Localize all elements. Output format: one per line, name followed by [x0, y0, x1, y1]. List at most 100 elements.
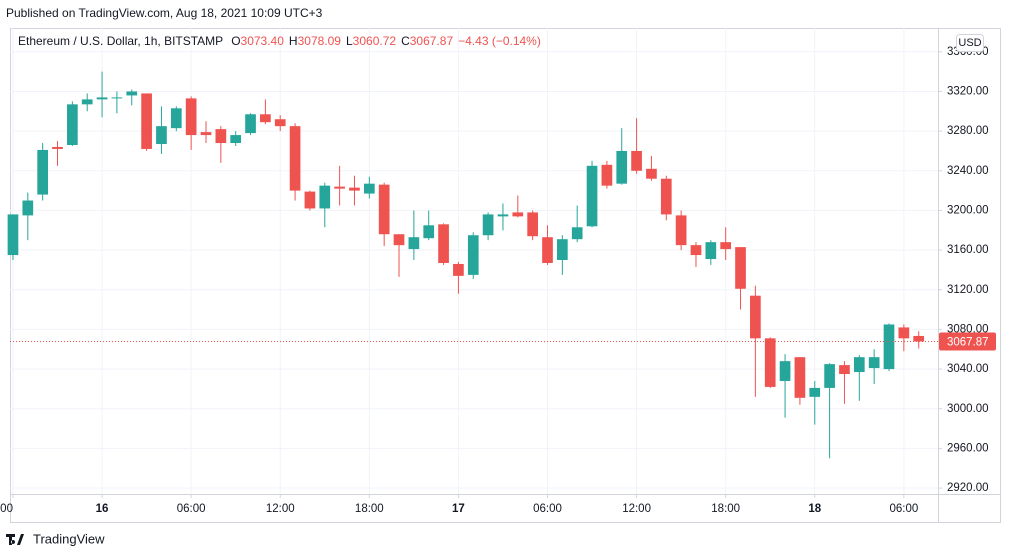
x-tick-label: 06:00	[177, 503, 206, 515]
candle-body	[527, 212, 538, 237]
x-tick-label: 17	[452, 503, 465, 515]
candle-body	[497, 214, 509, 217]
last-price-box	[939, 332, 996, 351]
candle-body	[378, 184, 390, 235]
x-tick-label: 12:00	[266, 503, 295, 515]
candle-body	[393, 234, 405, 246]
x-tick-label: 18	[808, 503, 821, 515]
candle-body	[675, 215, 687, 246]
candle-body	[304, 191, 316, 209]
candle-body	[809, 387, 821, 397]
x-tick-label: 12:00	[622, 503, 651, 515]
candle-body	[512, 212, 524, 217]
y-tick-label: 3320.00	[947, 85, 989, 97]
candle-body	[170, 108, 182, 129]
candle-body	[81, 99, 93, 105]
plot	[7, 71, 938, 459]
candle-body	[111, 97, 123, 99]
candle-body	[616, 150, 628, 184]
candle-body	[438, 224, 449, 263]
candle-body	[586, 165, 598, 227]
symbol: Ethereum / U.S. Dollar, 1h, BITSTAMP	[18, 34, 223, 48]
candle-body	[631, 150, 642, 171]
candle-body	[764, 338, 776, 387]
candle-body	[898, 327, 910, 339]
legend: Ethereum / U.S. Dollar, 1h, BITSTAMP O 30…	[18, 34, 541, 48]
candle-body	[735, 247, 746, 289]
candle-body	[22, 200, 34, 216]
candle-body	[720, 242, 732, 250]
y-tick-label: 3000.00	[947, 403, 989, 415]
candle-body	[96, 97, 108, 100]
legend-item: 3078.09	[298, 34, 342, 48]
candle-body	[349, 187, 360, 191]
candle-body	[260, 114, 271, 123]
y-tick-label: 3200.00	[947, 204, 989, 216]
candle-body	[245, 114, 256, 134]
candle-body	[408, 237, 420, 250]
candle-body	[542, 237, 553, 263]
candle-body	[571, 227, 583, 240]
candle-body	[215, 129, 227, 144]
candle-body	[37, 149, 49, 195]
candle-body	[660, 178, 672, 215]
candle-body	[334, 186, 345, 189]
candle-body	[853, 357, 865, 373]
candle-body	[52, 146, 63, 149]
candle-body	[200, 132, 212, 136]
y-tick-label: 3160.00	[947, 244, 989, 256]
currency[interactable]: USD	[958, 37, 981, 49]
candle-body	[185, 98, 197, 136]
candle-body	[7, 214, 19, 256]
candle-body	[690, 245, 702, 256]
x-tick-label: 18:00	[355, 503, 384, 515]
chart-frame	[10, 28, 1001, 523]
candle-body	[319, 185, 331, 209]
candle-body	[750, 295, 761, 339]
candle-body	[363, 183, 375, 194]
candle-body	[824, 364, 835, 388]
candle-body	[779, 361, 791, 381]
last-price-label: 3067.87	[947, 336, 989, 348]
candle-body	[274, 119, 286, 127]
brand-logo	[6, 534, 24, 545]
candle-body	[289, 126, 301, 191]
x-tick-label: 06:00	[533, 503, 562, 515]
candle-body	[156, 126, 167, 145]
candle-body	[883, 324, 895, 370]
candle-body	[794, 357, 806, 398]
candle-body	[453, 263, 464, 276]
y-tick-label: 3120.00	[947, 284, 989, 296]
candle-body	[482, 214, 494, 236]
x-tick-label: 16	[96, 503, 109, 515]
y-tick-label: 3280.00	[947, 125, 989, 137]
x-tick-label: :00	[0, 503, 13, 515]
candle-body	[913, 335, 925, 342]
candle-body	[467, 235, 479, 275]
legend-item: H	[289, 34, 298, 48]
currency-box[interactable]	[956, 34, 984, 52]
legend-item: O	[231, 34, 240, 48]
x-tick-label: 18:00	[711, 503, 740, 515]
legend-item: L	[346, 34, 353, 48]
brand: TradingView	[33, 531, 105, 546]
candle-body	[839, 365, 850, 375]
candle-body	[868, 357, 880, 369]
legend-item: C	[401, 34, 410, 48]
candle-body	[601, 164, 613, 186]
legend-item: 3067.87	[410, 34, 454, 48]
candle-body	[126, 91, 138, 96]
candle-body	[646, 168, 657, 179]
x-tick-label: 06:00	[889, 503, 918, 515]
y-tick-label: 2920.00	[947, 482, 989, 494]
y-tick-label: 3240.00	[947, 165, 989, 177]
y-tick-label: 3040.00	[947, 363, 989, 375]
published-note: Published on TradingView.com, Aug 18, 20…	[6, 6, 323, 20]
legend-item: 3060.72	[353, 34, 397, 48]
candle-body	[230, 135, 242, 144]
candle-body	[67, 104, 78, 145]
candle-body	[705, 242, 717, 260]
legend-item: −4.43 (−0.14%)	[458, 34, 541, 48]
